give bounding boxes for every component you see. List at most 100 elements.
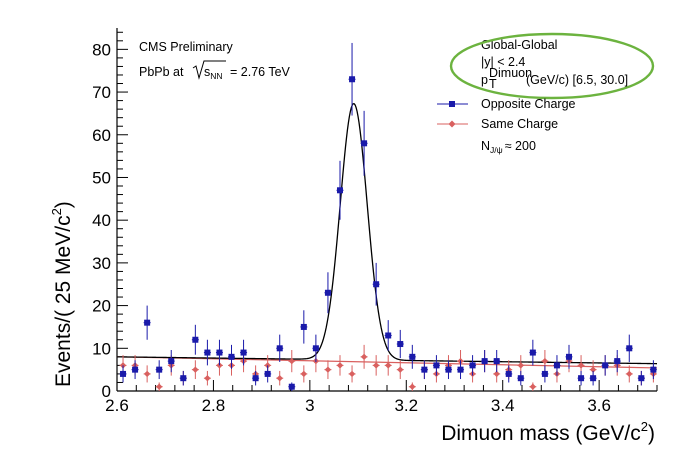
data-point <box>638 375 645 382</box>
data-point <box>312 345 319 352</box>
y-tick-label: 50 <box>92 168 111 187</box>
data-point <box>626 370 633 378</box>
data-point <box>288 357 295 365</box>
data-point <box>553 362 560 369</box>
data-point <box>481 358 488 365</box>
data-point <box>566 353 573 360</box>
data-point <box>578 375 585 382</box>
x-tick-label: 3.2 <box>394 396 418 415</box>
system-text: PbPb at <box>139 65 184 79</box>
data-point <box>300 370 308 378</box>
legend-same-marker <box>448 120 456 128</box>
rapidity-label: |y| < 2.4 <box>481 55 525 69</box>
tick-labels: 2.6 2.8 3 3.2 3.4 3.6 0 10 20 30 40 50 60 70 80 <box>92 40 611 415</box>
pt-p: p <box>481 73 488 87</box>
data-point <box>361 140 368 147</box>
data-point <box>300 323 307 330</box>
data-point <box>288 383 295 390</box>
highlight-ellipse <box>449 32 655 100</box>
data-point <box>252 375 259 382</box>
data-point <box>577 362 585 369</box>
pt-subscript: T <box>489 77 497 91</box>
data-point <box>372 362 380 369</box>
data-point <box>156 366 163 373</box>
data-point <box>541 357 549 365</box>
data-point <box>360 353 368 361</box>
data-point <box>650 366 657 373</box>
legend-opposite-marker <box>449 101 455 107</box>
data-point <box>445 366 452 373</box>
data-point <box>517 375 524 382</box>
data-point <box>397 341 404 348</box>
legend-opposite-label: Opposite Charge <box>481 97 576 111</box>
x-axis-title-exp: 2 <box>641 419 648 434</box>
data-point <box>589 366 597 373</box>
pt-superscript: Dimuon <box>489 66 532 80</box>
data-point <box>409 353 416 360</box>
y-tick-label: 0 <box>102 382 111 401</box>
y-tick-label: 70 <box>92 83 111 102</box>
pt-range: (GeV/c) [6.5, 30.0] <box>526 73 628 87</box>
data-point <box>590 375 597 382</box>
data-point <box>385 362 392 369</box>
data-point <box>529 383 537 390</box>
data-point <box>348 370 356 378</box>
data-point <box>204 374 211 382</box>
data-point <box>132 366 139 373</box>
data-point <box>409 383 416 390</box>
data-point <box>228 353 235 360</box>
data-point <box>457 366 464 373</box>
data-point <box>264 370 271 377</box>
yield-n: N <box>481 139 490 153</box>
data-point <box>216 349 223 356</box>
x-tick-label: 3.4 <box>491 396 515 415</box>
y-axis-title: Events/( 25 MeV/c2) <box>49 201 75 387</box>
x-axis-title-close: ) <box>648 422 655 445</box>
data-point <box>421 366 428 373</box>
y-tick-label: 80 <box>92 40 111 59</box>
legend: Opposite Charge Same Charge NJ/ψ ≈ 200 <box>437 97 576 155</box>
data-point <box>240 349 247 356</box>
sqrt-s: sNN <box>204 65 223 81</box>
experiment-label: CMS Preliminary <box>139 40 234 54</box>
data-point <box>397 366 404 373</box>
data-point <box>529 349 536 356</box>
data-point <box>493 370 500 378</box>
x-tick-label: 2.6 <box>105 396 129 415</box>
ticks <box>116 31 658 392</box>
reco-label: Global-Global <box>481 38 557 52</box>
data-point <box>505 370 512 377</box>
sqrt-s-letter: s <box>204 65 210 79</box>
x-tick-label: 2.8 <box>202 396 226 415</box>
data-point <box>602 362 609 369</box>
pt-label: p Dimuon T (GeV/c) [6.5, 30.0] <box>481 66 628 91</box>
data-point <box>155 383 163 390</box>
yield-subscript: J/ψ <box>490 145 503 155</box>
yield-value: ≈ 200 <box>505 139 536 153</box>
y-axis-title-exp: 2 <box>49 208 64 215</box>
data-point <box>192 366 199 373</box>
data-point <box>433 362 440 369</box>
data-point <box>120 370 127 377</box>
data-point <box>517 362 524 369</box>
data-point <box>143 370 151 378</box>
y-tick-label: 30 <box>92 254 111 273</box>
x-tick-label: 3.6 <box>587 396 611 415</box>
data-point <box>541 370 548 377</box>
sqrt-sign <box>192 60 226 80</box>
x-tick-label: 3 <box>305 396 314 415</box>
data-point <box>349 76 356 83</box>
legend-same-label: Same Charge <box>481 117 558 131</box>
data-point <box>336 362 344 369</box>
x-axis-title: Dimuon mass (GeV/c2) <box>441 419 655 445</box>
data-point <box>192 336 199 343</box>
x-axis-title-main: Dimuon mass (GeV/c <box>441 422 641 445</box>
data-point <box>385 332 392 339</box>
data-point <box>493 358 500 365</box>
energy-text: = 2.76 TeV <box>230 65 291 79</box>
data-point <box>614 358 621 365</box>
data-point <box>144 319 151 326</box>
y-tick-label: 60 <box>92 126 111 145</box>
data-point <box>204 349 211 356</box>
y-tick-label: 20 <box>92 297 111 316</box>
